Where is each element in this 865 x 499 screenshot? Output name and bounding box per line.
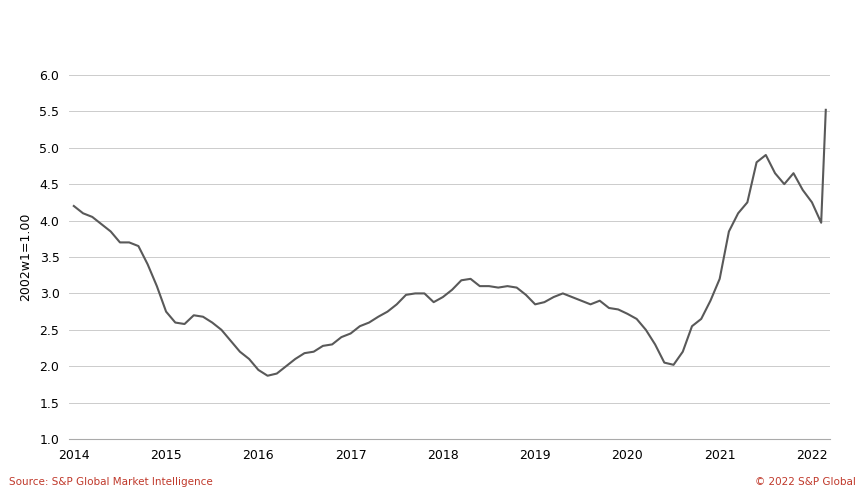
Text: Source: S&P Global Market Intelligence: Source: S&P Global Market Intelligence [9, 477, 213, 487]
Text: Materials  Price Index: Materials Price Index [10, 26, 231, 45]
Text: © 2022 S&P Global: © 2022 S&P Global [755, 477, 856, 487]
Y-axis label: 2002w1=1.00: 2002w1=1.00 [20, 213, 33, 301]
